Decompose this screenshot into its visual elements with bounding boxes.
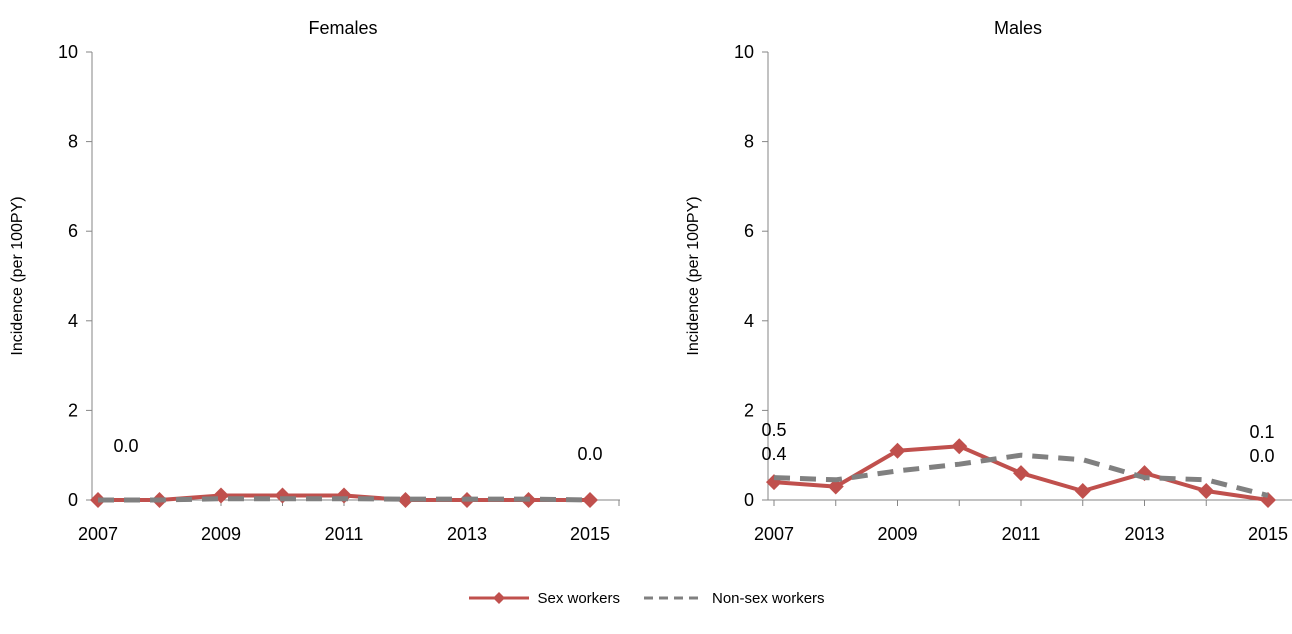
- legend-item-non-sex-workers: Non-sex workers: [642, 588, 825, 608]
- legend-label-sex-workers: Sex workers: [537, 589, 620, 607]
- data-point-sex-workers: [1074, 483, 1091, 500]
- data-point-sex-workers: [397, 492, 414, 508]
- legend-swatch-non-sex-workers: [644, 596, 704, 600]
- y-tick-label: 10: [58, 42, 78, 62]
- y-tick-label: 2: [744, 400, 754, 420]
- y-tick-label: 4: [68, 311, 78, 331]
- chart-title: Males: [994, 18, 1042, 38]
- x-tick-label: 2009: [201, 524, 241, 544]
- legend-item-sex-workers: Sex workers: [467, 588, 620, 608]
- data-label: 0.5: [761, 420, 786, 440]
- data-point-sex-workers: [951, 438, 968, 455]
- y-tick-label: 8: [68, 132, 78, 152]
- y-tick-label: 0: [744, 490, 754, 510]
- y-tick-label: 6: [744, 221, 754, 241]
- y-tick-label: 4: [744, 311, 754, 331]
- data-label: 0.0: [1249, 446, 1274, 466]
- x-tick-label: 2011: [325, 524, 364, 544]
- data-label: 0.4: [761, 444, 786, 464]
- data-point-sex-workers: [1013, 465, 1029, 482]
- y-axis-label: Incidence (per 100PY): [9, 196, 26, 355]
- x-tick-label: 2009: [877, 524, 917, 544]
- chart-title: Females: [308, 18, 377, 38]
- legend: Sex workers Non-sex workers: [0, 586, 1292, 610]
- charts-canvas: Females Incidence (per 100PY) 0 2 4 6 8 10 2007 2…: [9, 18, 1292, 544]
- data-point-sex-workers: [1198, 483, 1215, 500]
- y-tick-label: 6: [68, 221, 78, 241]
- y-axis-label: Incidence (per 100PY): [685, 196, 702, 355]
- x-tick-label: 2007: [78, 524, 118, 544]
- series-line-non-sex-workers: [98, 496, 591, 503]
- x-tick-label: 2013: [1124, 524, 1164, 544]
- legend-label-non-sex-workers: Non-sex workers: [712, 589, 825, 607]
- legend-swatch-sex-workers: [469, 592, 530, 604]
- x-tick-label: 2011: [1002, 524, 1041, 544]
- y-tick-label: 8: [744, 132, 754, 152]
- x-tick-label: 2015: [1248, 524, 1288, 544]
- series-line-non-sex-workers: [773, 452, 1269, 498]
- y-tick-label: 0: [68, 490, 78, 510]
- chart-panel-males: Males Incidence (per 100PY) 0 2 4 6 8 10 2007 200…: [685, 18, 1292, 544]
- data-point-sex-workers: [827, 478, 844, 495]
- y-tick-label: 2: [68, 400, 78, 420]
- data-point-sex-workers: [889, 442, 906, 459]
- x-tick-label: 2013: [447, 524, 487, 544]
- x-tick-label: 2015: [570, 524, 610, 544]
- chart-panel-females: Females Incidence (per 100PY) 0 2 4 6 8 10 2007 2…: [9, 18, 620, 544]
- data-label: 0.0: [113, 436, 138, 456]
- y-tick-label: 10: [734, 42, 754, 62]
- data-label: 0.0: [577, 444, 602, 464]
- x-tick-label: 2007: [754, 524, 794, 544]
- data-label: 0.1: [1249, 422, 1274, 442]
- data-point-sex-workers: [582, 492, 598, 508]
